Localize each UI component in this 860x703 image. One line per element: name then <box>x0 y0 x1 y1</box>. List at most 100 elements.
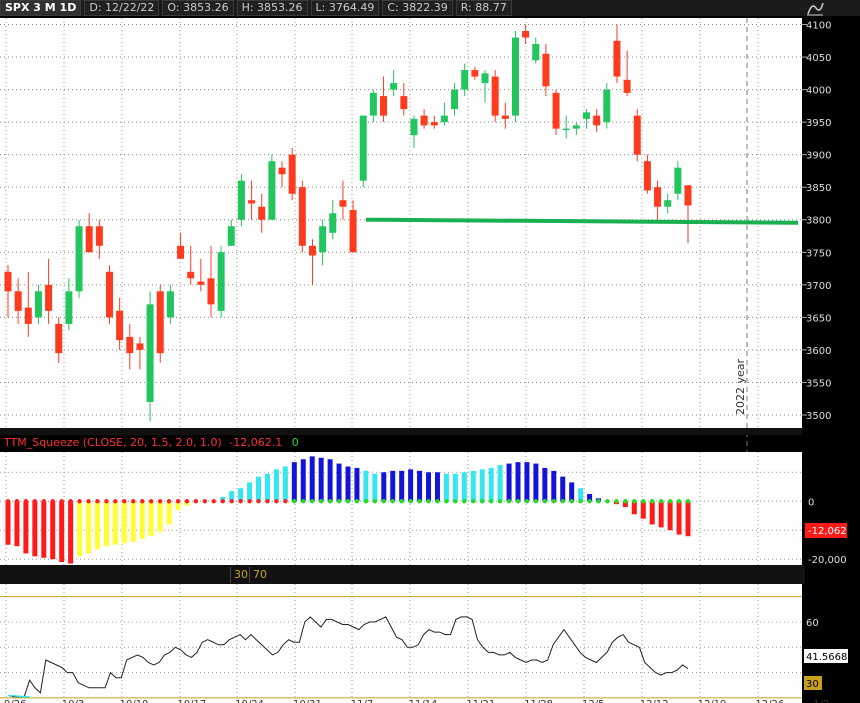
symbol-label[interactable]: SPX 3 M 1D <box>0 0 82 16</box>
candle-body <box>461 70 469 90</box>
rsi-tick-label: 60 <box>806 618 819 629</box>
candle <box>511 31 519 123</box>
candle-body <box>85 226 93 253</box>
squeeze-dot <box>140 499 145 504</box>
candle-body <box>227 226 235 246</box>
candle-body <box>542 53 550 87</box>
rsi-line <box>7 616 689 698</box>
price-tick-label: 3750 <box>806 248 831 259</box>
candle-body <box>420 115 428 126</box>
squeeze-dot <box>345 499 351 504</box>
squeeze-bar <box>121 501 127 544</box>
price-tick-label: 3550 <box>806 378 831 389</box>
candle-body <box>4 271 12 292</box>
squeeze-bar <box>166 501 172 525</box>
style-icon[interactable] <box>806 0 824 16</box>
squeeze-dot <box>623 499 628 504</box>
squeeze-axis-bg <box>802 452 860 565</box>
squeeze-dot <box>148 499 154 504</box>
squeeze-dot <box>318 499 324 504</box>
candle <box>481 70 489 103</box>
squeeze-bar <box>23 501 29 554</box>
squeeze-dot <box>32 499 38 504</box>
candle-body <box>440 115 448 123</box>
candle-body <box>217 252 225 311</box>
candle-body <box>349 209 357 253</box>
candle <box>369 89 377 123</box>
candle-body <box>237 180 245 220</box>
squeeze-dot <box>480 499 485 504</box>
date-label: D: 12/22/22 <box>84 0 160 16</box>
squeeze-bar <box>506 463 512 502</box>
candle-body <box>278 167 286 175</box>
squeeze-dot <box>363 499 369 504</box>
squeeze-dot <box>59 499 64 504</box>
squeeze-bar <box>631 501 637 515</box>
squeeze-dot <box>551 499 556 504</box>
squeeze-study-label[interactable]: TTM_Squeeze (CLOSE, 20, 1.5, 2.0, 1.0) <box>4 436 222 449</box>
candle <box>349 200 357 253</box>
rsi-plot-background <box>0 584 802 703</box>
price-tick-label: 3800 <box>806 216 831 227</box>
candle <box>684 185 692 244</box>
price-axis[interactable]: 3500 3550 3600 3650 3700 3750 3800 3850 3900 3950… <box>802 18 860 428</box>
candle-body <box>136 343 144 350</box>
rsi-header: 30 70 <box>0 567 805 583</box>
squeeze-bar <box>515 462 521 502</box>
squeeze-dot <box>426 499 431 504</box>
squeeze-dot <box>471 499 476 504</box>
candle-body <box>532 44 540 61</box>
candle <box>562 115 570 139</box>
squeeze-bar <box>649 501 655 525</box>
squeeze-bar <box>533 463 539 502</box>
candle <box>542 44 550 97</box>
candle <box>177 232 185 259</box>
candle <box>237 174 245 227</box>
squeeze-bar <box>238 488 244 502</box>
squeeze-dot <box>372 499 378 504</box>
squeeze-dot <box>310 499 315 504</box>
squeeze-bar <box>399 470 405 502</box>
squeeze-dot <box>14 499 20 504</box>
squeeze-dot <box>462 499 467 504</box>
candle-body <box>552 92 560 129</box>
candle-body <box>248 200 256 204</box>
squeeze-dot <box>399 499 404 504</box>
squeeze-bar <box>667 501 673 531</box>
squeeze-bar <box>68 501 74 564</box>
candle <box>339 180 347 220</box>
candle-body <box>562 128 570 131</box>
squeeze-bar <box>112 501 118 545</box>
squeeze-bar <box>5 501 11 545</box>
candle <box>156 284 164 363</box>
squeeze-bar <box>560 476 566 502</box>
squeeze-dot <box>166 499 172 504</box>
squeeze-dot <box>220 499 225 504</box>
squeeze-value2-label: 0 <box>291 436 299 449</box>
squeeze-dot <box>5 499 11 504</box>
squeeze-bar <box>426 472 432 502</box>
candle-body <box>319 226 327 253</box>
squeeze-dot <box>238 499 243 504</box>
squeeze-bar <box>497 465 503 502</box>
squeeze-dot <box>632 499 637 504</box>
squeeze-bar <box>578 488 584 502</box>
candle <box>461 63 469 97</box>
candle <box>613 24 621 84</box>
candle <box>95 219 103 259</box>
squeeze-dot <box>86 499 91 504</box>
squeeze-dot <box>524 499 530 504</box>
squeeze-dot <box>453 499 458 504</box>
squeeze-dot <box>542 499 548 504</box>
candle-body <box>65 291 73 324</box>
candle <box>146 291 154 422</box>
squeeze-bar <box>461 472 467 502</box>
candle <box>136 336 144 370</box>
squeeze-dot <box>247 499 252 504</box>
candle-body <box>207 278 215 305</box>
candle-body <box>126 336 134 354</box>
squeeze-bar <box>282 466 288 502</box>
open-label: O: 3853.26 <box>162 0 234 16</box>
squeeze-dot <box>41 499 46 504</box>
